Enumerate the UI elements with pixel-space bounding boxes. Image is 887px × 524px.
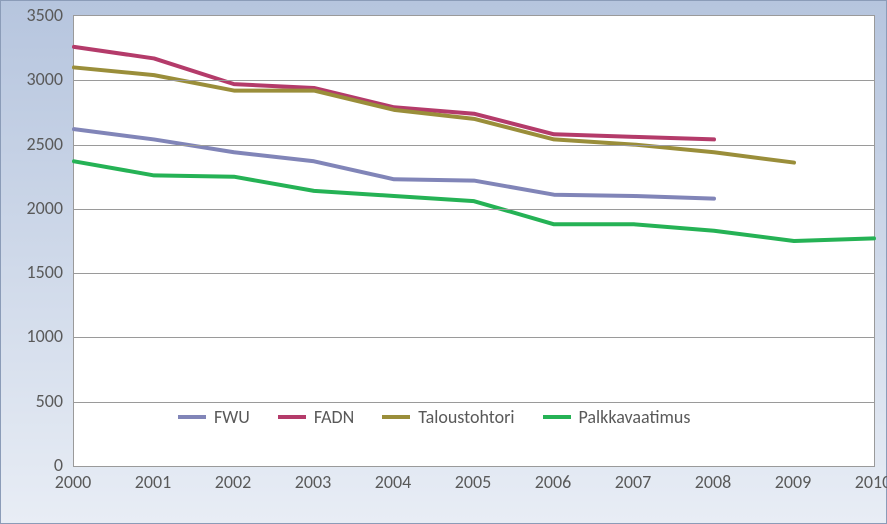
x-tick-label: 2004 (375, 471, 412, 493)
series-line-fwu (74, 129, 714, 198)
y-tick-label: 500 (1, 390, 63, 412)
y-tick-label: 2500 (1, 133, 63, 155)
plot-area: FWU FADN Taloustohtori Palkkavaatimus (73, 15, 875, 467)
x-tick-label: 2008 (695, 471, 732, 493)
grid-line (74, 273, 874, 274)
y-tick-label: 1000 (1, 325, 63, 347)
grid-line (74, 80, 874, 81)
series-line-taloustohtori (74, 67, 794, 162)
legend-label: FADN (314, 406, 354, 428)
y-tick-label: 0 (1, 454, 63, 476)
x-tick-label: 2003 (295, 471, 332, 493)
series-lines (74, 16, 874, 466)
grid-line (74, 145, 874, 146)
legend-item-taloustohtori: Taloustohtori (382, 406, 514, 428)
legend-label: Palkkavaatimus (579, 406, 691, 428)
legend-swatch (278, 415, 306, 419)
legend-swatch (178, 415, 206, 419)
x-tick-label: 2000 (55, 471, 92, 493)
x-tick-label: 2010 (855, 471, 887, 493)
y-tick-label: 3000 (1, 68, 63, 90)
x-tick-label: 2009 (775, 471, 812, 493)
x-tick-label: 2002 (215, 471, 252, 493)
y-tick-label: 1500 (1, 261, 63, 283)
y-tick-label: 2000 (1, 197, 63, 219)
legend: FWU FADN Taloustohtori Palkkavaatimus (178, 406, 690, 428)
legend-label: FWU (214, 406, 250, 428)
grid-line (74, 209, 874, 210)
legend-item-fwu: FWU (178, 406, 250, 428)
x-tick-label: 2005 (455, 471, 492, 493)
legend-swatch (543, 415, 571, 419)
legend-swatch (382, 415, 410, 419)
y-tick-label: 3500 (1, 4, 63, 26)
x-tick-label: 2001 (135, 471, 172, 493)
x-tick-label: 2007 (615, 471, 652, 493)
series-line-palkkavaatimus (74, 161, 874, 241)
legend-label: Taloustohtori (418, 406, 514, 428)
series-line-fadn (74, 47, 714, 140)
grid-line (74, 402, 874, 403)
grid-line (74, 337, 874, 338)
legend-item-palkkavaatimus: Palkkavaatimus (543, 406, 691, 428)
legend-item-fadn: FADN (278, 406, 354, 428)
x-tick-label: 2006 (535, 471, 572, 493)
chart-container: FWU FADN Taloustohtori Palkkavaatimus 0 500 1… (0, 0, 887, 524)
